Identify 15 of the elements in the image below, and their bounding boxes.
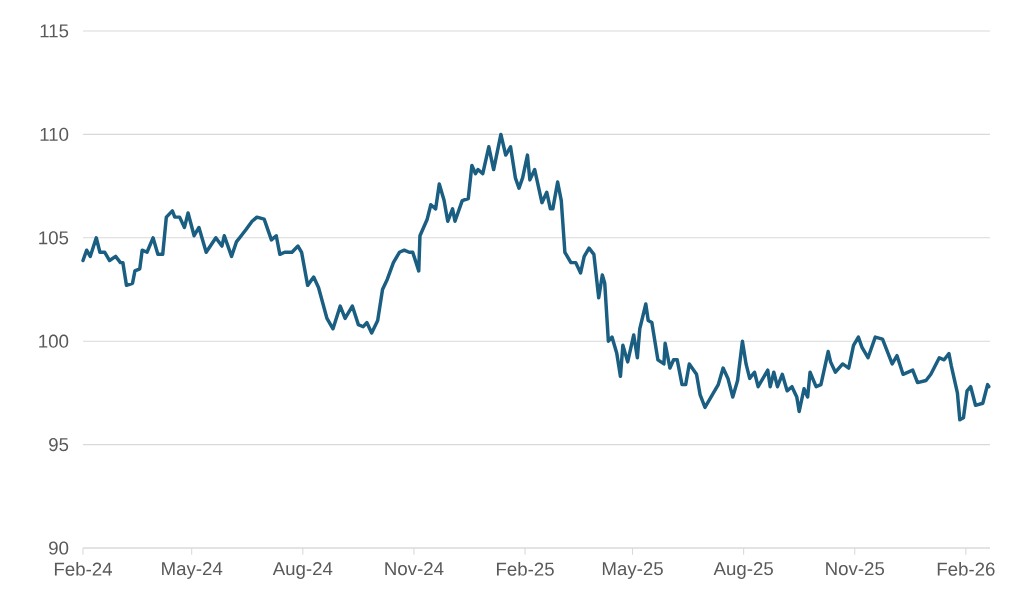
y-tick-label: 90: [49, 541, 69, 555]
y-tick-label: 110: [40, 127, 69, 142]
y-tick-label: 115: [40, 24, 69, 38]
y-tick-label: 100: [39, 334, 69, 348]
x-tick-label: Aug-25: [713, 562, 773, 579]
x-tick-label: Feb-24: [54, 562, 113, 576]
x-tick-label: Nov-24: [385, 562, 444, 576]
x-tick-label: Aug-24: [272, 562, 333, 579]
x-tick-label: May-25: [602, 562, 663, 579]
x-tick-label: Nov-25: [826, 562, 885, 576]
x-tick-label: Feb-25: [496, 562, 554, 576]
x-tick-label: May-24: [162, 562, 223, 579]
y-tick-label: 105: [39, 231, 69, 245]
x-tick-label: Feb-26: [937, 562, 995, 576]
y-tick-label: 95: [49, 437, 69, 452]
